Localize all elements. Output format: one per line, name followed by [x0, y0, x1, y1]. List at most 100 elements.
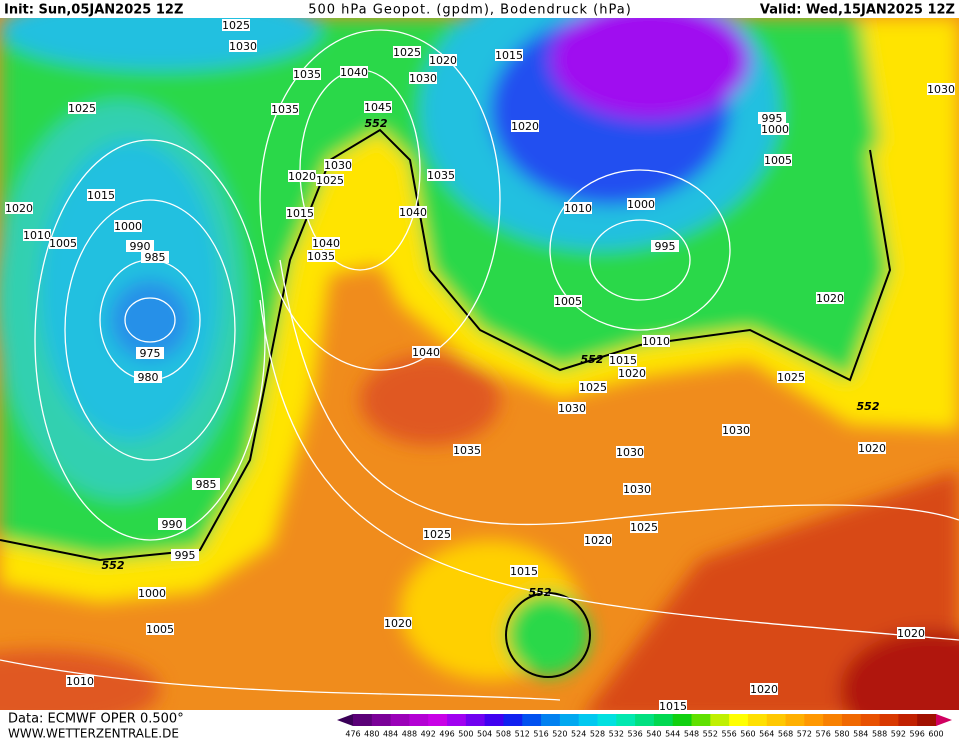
isobar-label-box	[609, 354, 637, 366]
isobar-label-box	[138, 587, 166, 599]
colorbar-label: 528	[590, 730, 605, 739]
isobar-label: 1015	[609, 354, 637, 367]
isobar-label-box	[616, 446, 644, 458]
isobar-label-box	[558, 402, 586, 414]
isobar-label: 1020	[618, 367, 646, 380]
isobar-label: 1030	[616, 446, 644, 459]
colorbar-cell	[879, 714, 899, 726]
colorbar-cell	[804, 714, 824, 726]
isobar-label-box	[136, 347, 164, 359]
isobar-label-box	[623, 483, 651, 495]
isobar-label-box	[584, 534, 612, 546]
isobar-label-box	[158, 518, 186, 530]
isobar-label: 1045	[364, 101, 392, 114]
colorbar-cell	[578, 714, 598, 726]
isobar-label-box	[816, 292, 844, 304]
isobar-label-box	[68, 102, 96, 114]
isobar-label-box	[777, 371, 805, 383]
isobar-label-box	[49, 237, 77, 249]
isobar-label: 1015	[495, 49, 523, 62]
colorbar-cell	[559, 714, 580, 726]
colorbar-cell	[710, 714, 730, 726]
isobar-label: 1040	[340, 66, 368, 79]
colorbar-label: 556	[721, 730, 736, 739]
colorbar-cell	[766, 714, 787, 726]
isobar-label: 1000	[627, 198, 655, 211]
contour-label: 552	[102, 559, 125, 572]
isobar-label-box	[429, 54, 457, 66]
isobar-label: 1020	[750, 683, 778, 696]
colorbar-label: 552	[703, 730, 718, 739]
isobar-label-box	[66, 675, 94, 687]
isobar-label: 1015	[510, 565, 538, 578]
colorbar-label: 540	[646, 730, 661, 739]
colorbar-label: 592	[891, 730, 906, 739]
isobar-label: 1040	[412, 346, 440, 359]
isobar-label: 1005	[49, 237, 77, 250]
isobar-label: 1005	[554, 295, 582, 308]
isobar-label-box	[630, 521, 658, 533]
isobar-label: 1015	[286, 207, 314, 220]
isobar-label: 1015	[659, 700, 687, 713]
colorbar-cell	[841, 714, 862, 726]
isobar-label: 1020	[429, 54, 457, 67]
isobar-label-box	[340, 66, 368, 78]
colorbar-label: 484	[383, 730, 398, 739]
isobar-label: 1010	[23, 229, 51, 242]
isobar-label-box	[897, 627, 925, 639]
colorbar: 476 480 484 488 492 496 500 504 508 512 516 520 524 5…	[337, 714, 952, 739]
colorbar-cell	[447, 714, 467, 726]
colorbar-label: 584	[853, 730, 868, 739]
isobar-label-box	[229, 40, 257, 52]
isobar-label-box	[764, 154, 792, 166]
isobar-label-box	[423, 528, 451, 540]
colorbar-cell	[541, 714, 561, 726]
colorbar-label: 516	[533, 730, 548, 739]
isobar-label: 1030	[722, 424, 750, 437]
isobar-label: 1020	[858, 442, 886, 455]
contour-label: 552	[857, 400, 880, 413]
isobar-label-box	[554, 295, 582, 307]
isobar-label: 1025	[423, 528, 451, 541]
isobar-label-box	[324, 159, 352, 171]
isobar-label-box	[286, 207, 314, 219]
colorbar-cell	[597, 714, 617, 726]
colorbar-label: 512	[515, 730, 530, 739]
isobar-label: 980	[138, 371, 159, 384]
isobar-label: 1020	[5, 202, 33, 215]
colorbar-cell	[672, 714, 693, 726]
isobar-label: 1025	[777, 371, 805, 384]
isobar-label-box	[5, 202, 33, 214]
isobar-label-box	[146, 623, 174, 635]
colorbar-cell	[823, 714, 843, 726]
isobar-label: 1030	[558, 402, 586, 415]
colorbar-label: 580	[834, 730, 849, 739]
colorbar-label: 476	[345, 730, 360, 739]
colorbar-cell	[484, 714, 504, 726]
isobar-label-box	[409, 72, 437, 84]
isobar-label: 985	[145, 251, 166, 264]
isobar-label: 1025	[316, 174, 344, 187]
colorbar-cell	[465, 714, 486, 726]
contour-label: 552	[529, 586, 552, 599]
isobar-label: 1000	[138, 587, 166, 600]
colorbar-cell	[785, 714, 805, 726]
contour-label: 552	[581, 353, 604, 366]
isobar-label-box	[192, 478, 220, 490]
isobar-label: 1035	[307, 250, 335, 263]
isobar-label: 995	[175, 549, 196, 562]
colorbar-cell	[729, 714, 749, 726]
isobar-label-box	[618, 367, 646, 379]
isobar-label-box	[134, 371, 162, 383]
colorbar-label: 588	[872, 730, 887, 739]
colorbar-arrow	[337, 714, 353, 726]
colorbar-label: 560	[740, 730, 755, 739]
isobar-label-box	[453, 444, 481, 456]
colorbar-label: 600	[928, 730, 943, 739]
colorbar-cell	[747, 714, 768, 726]
colorbar-cell	[503, 714, 523, 726]
colorbar-label: 568	[778, 730, 793, 739]
colorbar-label: 544	[665, 730, 680, 739]
isobar-label: 1005	[146, 623, 174, 636]
